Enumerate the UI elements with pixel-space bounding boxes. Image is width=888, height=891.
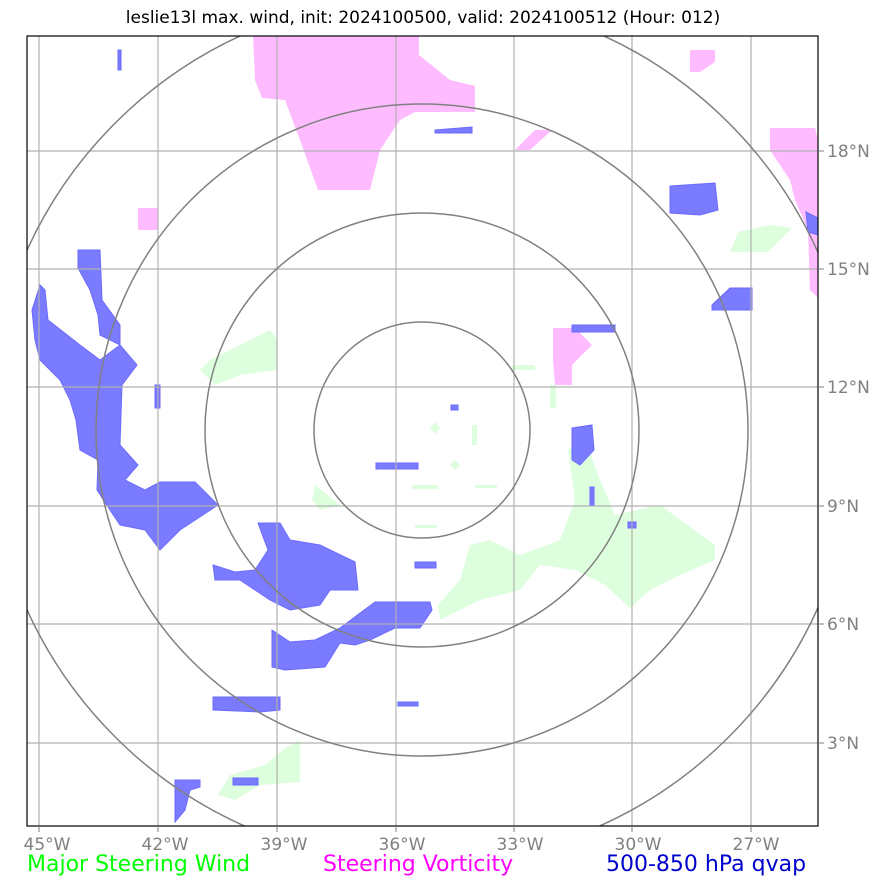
wind-patch — [312, 485, 340, 510]
wind-patch — [472, 425, 477, 445]
y-tick-label: 3°N — [827, 734, 859, 754]
y-tick-label: 12°N — [827, 378, 870, 398]
map-title: leslie13l max. wind, init: 2024100500, v… — [125, 8, 721, 28]
qvap-patch — [669, 182, 719, 216]
vorticity-patch — [553, 328, 592, 385]
wind-layer — [200, 225, 792, 800]
qvap-patch — [117, 49, 122, 71]
y-tick-label: 18°N — [827, 142, 870, 162]
range-ring-1 — [313, 321, 531, 539]
plot-frame — [26, 35, 819, 827]
qvap-patch — [450, 404, 459, 411]
y-tick-labels: 18°N 15°N 12°N 9°N 6°N 3°N — [827, 142, 870, 754]
vorticity-patch — [690, 50, 715, 72]
qvap-patch — [571, 424, 595, 466]
x-tick-label: 36°W — [379, 835, 426, 855]
x-tick-label: 27°W — [733, 835, 780, 855]
range-ring-3 — [95, 103, 749, 757]
legend: Major Steering Wind Steering Vorticity 5… — [0, 852, 888, 886]
x-tick-label: 30°W — [615, 835, 662, 855]
range-ring-2 — [204, 212, 640, 648]
wind-patch — [450, 460, 460, 470]
y-axis — [818, 150, 824, 744]
wind-patch — [430, 422, 440, 434]
qvap-patch — [589, 486, 595, 506]
x-axis — [38, 826, 752, 832]
y-tick-label: 9°N — [827, 497, 859, 517]
wind-patch — [438, 440, 715, 620]
range-rings — [27, 36, 818, 826]
wind-patch — [512, 365, 535, 370]
wind-patch — [475, 485, 497, 488]
x-tick-label: 39°W — [261, 835, 308, 855]
y-tick-label: 6°N — [827, 615, 859, 635]
x-tick-label: 42°W — [142, 835, 189, 855]
wind-patch — [730, 225, 792, 252]
qvap-patch — [397, 701, 419, 707]
lat-lon-grid — [27, 36, 818, 826]
vorticity-patch — [138, 208, 158, 230]
qvap-patch — [571, 324, 616, 333]
legend-steering-vorticity: Steering Vorticity — [323, 852, 514, 877]
x-tick-labels: 45°W 42°W 39°W 36°W 33°W 30°W 27°W — [24, 835, 780, 855]
vorticity-patch — [515, 130, 552, 150]
qvap-patch — [31, 284, 219, 551]
qvap-patch — [434, 126, 473, 134]
x-tick-label: 33°W — [497, 835, 544, 855]
qvap-patch — [77, 249, 121, 346]
vorticity-patch — [770, 128, 818, 298]
legend-qvap: 500-850 hPa qvap — [606, 852, 807, 877]
qvap-patch — [414, 561, 437, 569]
wind-patch — [415, 525, 437, 528]
x-tick-label: 45°W — [24, 835, 71, 855]
wind-patch — [412, 485, 438, 489]
legend-major-steering-wind: Major Steering Wind — [27, 852, 251, 877]
qvap-patch — [232, 777, 259, 786]
qvap-patch — [711, 287, 753, 311]
y-tick-label: 15°N — [827, 260, 870, 280]
wind-patch — [550, 385, 556, 408]
wind-patch — [200, 330, 278, 385]
qvap-patch — [375, 462, 419, 470]
qvap-patch — [212, 522, 359, 611]
